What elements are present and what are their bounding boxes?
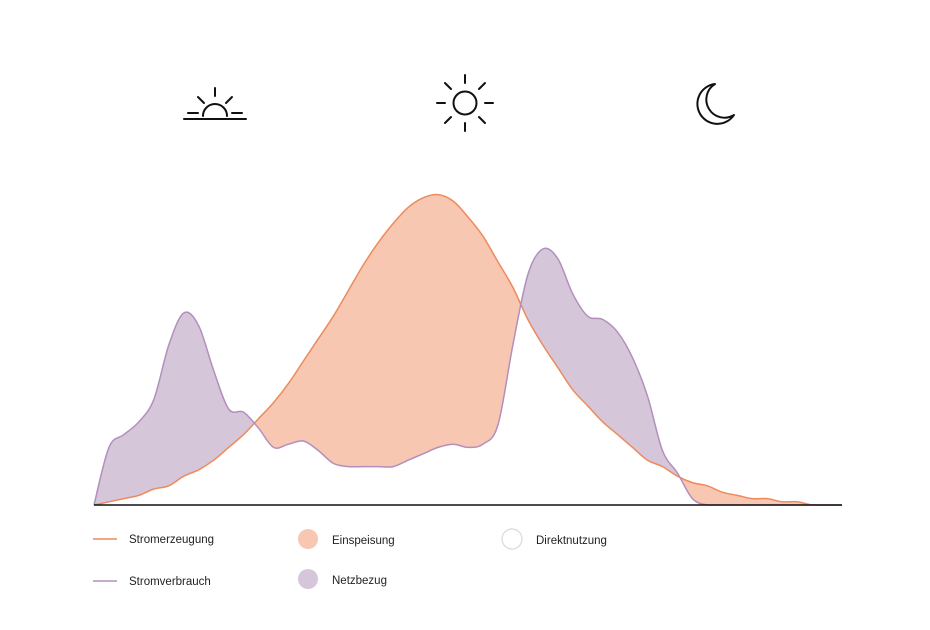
stromerzeugung-line [93,193,842,506]
netzbezug-swatch [298,569,318,589]
legend-item-direktnutzung: Direktnutzung [501,528,607,550]
legend: Stromerzeugung Stromverbrauch Einspeisun… [93,528,607,589]
legend-item-stromerzeugung: Stromerzeugung [93,534,214,546]
netzbezug-area [94,248,842,505]
sunrise-icon [183,87,247,120]
legend-label-stromverbrauch: Stromverbrauch [129,576,211,588]
einspeisung-area [94,194,842,505]
sun-icon [436,74,494,132]
einspeisung-swatch [298,529,318,549]
legend-label-netzbezug: Netzbezug [332,575,387,587]
legend-label-stromerzeugung: Stromerzeugung [129,534,214,546]
moon-icon [696,83,735,125]
legend-item-netzbezug: Netzbezug [298,569,387,589]
legend-label-einspeisung: Einspeisung [332,535,395,547]
plot-area [93,193,842,506]
legend-item-einspeisung: Einspeisung [298,529,395,549]
legend-label-direktnutzung: Direktnutzung [536,535,607,547]
legend-item-stromverbrauch: Stromverbrauch [93,576,211,588]
direktnutzung-swatch [501,528,523,550]
